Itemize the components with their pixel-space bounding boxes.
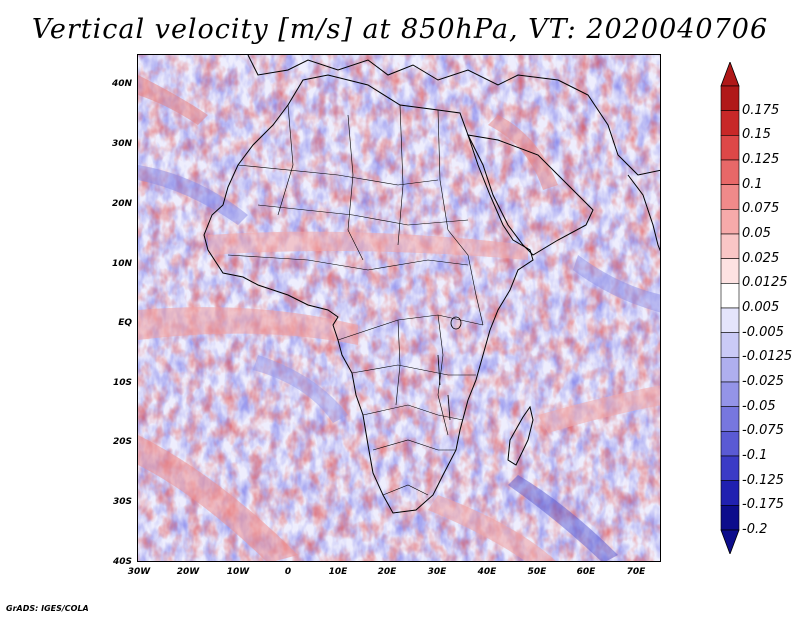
colorbar-level-label: -0.0125 bbox=[742, 349, 793, 365]
colorbar-swatch bbox=[720, 85, 740, 111]
lat-tick-30n: 30N bbox=[111, 139, 132, 149]
colorbar-swatch bbox=[720, 135, 740, 161]
colorbar-swatch bbox=[720, 159, 740, 185]
colorbar-top-arrow bbox=[720, 62, 740, 87]
iran-coastline bbox=[557, 79, 660, 176]
colorbar-swatch bbox=[720, 110, 740, 136]
colorbar-level-label: 0.1 bbox=[742, 176, 763, 192]
lon-tick-30w: 30W bbox=[127, 567, 151, 577]
lat-tick-eq: EQ bbox=[118, 318, 132, 328]
colorbar-swatch bbox=[720, 480, 740, 506]
colorbar-swatch bbox=[720, 505, 740, 531]
lon-tick-0: 0 bbox=[284, 567, 292, 577]
lon-tick-40e: 40E bbox=[477, 567, 497, 577]
colorbar-swatch bbox=[720, 307, 740, 333]
colorbar-level-label: 0.075 bbox=[742, 201, 780, 217]
colorbar-level-label: 0.0125 bbox=[742, 275, 788, 291]
descent-bands bbox=[138, 165, 660, 561]
chart-title: Vertical velocity [m/s] at 850hPa, VT: 2… bbox=[31, 14, 769, 45]
india-coastline bbox=[627, 174, 660, 252]
vertical-velocity-map bbox=[138, 55, 660, 561]
lat-tick-30s: 30S bbox=[112, 497, 132, 507]
colorbar-level-label: -0.05 bbox=[742, 398, 776, 414]
colorbar-bottom-arrow bbox=[720, 529, 740, 554]
europe-coastline bbox=[247, 55, 559, 86]
colorbar-level-label: -0.175 bbox=[742, 497, 784, 513]
lat-tick-40s: 40S bbox=[112, 557, 132, 567]
colorbar-level-label: -0.075 bbox=[742, 423, 784, 439]
colorbar-swatch bbox=[720, 381, 740, 407]
colorbar-level-label: 0.025 bbox=[742, 250, 780, 266]
colorbar-swatch bbox=[720, 406, 740, 432]
lon-tick-30e: 30E bbox=[427, 567, 447, 577]
lon-tick-20e: 20E bbox=[377, 567, 397, 577]
coastlines bbox=[203, 55, 660, 514]
colorbar-level-label: 0.175 bbox=[742, 102, 780, 118]
lat-tick-10s: 10S bbox=[112, 378, 132, 388]
colorbar-swatch bbox=[720, 258, 740, 284]
lat-tick-20s: 20S bbox=[112, 437, 132, 447]
colorbar-swatch bbox=[720, 184, 740, 210]
arabia-coastline bbox=[467, 134, 594, 256]
lon-tick-50e: 50E bbox=[527, 567, 547, 577]
colorbar-level-label: 0.05 bbox=[742, 226, 771, 241]
africa-coastline bbox=[203, 74, 534, 514]
colorbar-swatch bbox=[720, 233, 740, 259]
lakes bbox=[437, 316, 462, 421]
lon-tick-10e: 10E bbox=[328, 567, 348, 577]
colorbar-level-label: 0.15 bbox=[742, 127, 771, 143]
colorbar-level-label: -0.025 bbox=[742, 374, 784, 389]
lon-tick-60e: 60E bbox=[576, 567, 596, 577]
colorbar-level-label: -0.005 bbox=[742, 324, 784, 340]
colorbar-swatch bbox=[720, 431, 740, 457]
colorbar bbox=[720, 62, 740, 554]
colorbar-swatch bbox=[720, 455, 740, 481]
colorbar-swatch bbox=[720, 283, 740, 309]
map-panel bbox=[137, 54, 661, 562]
madagascar-coastline bbox=[507, 405, 534, 466]
lon-tick-70e: 70E bbox=[626, 567, 646, 577]
lon-tick-20w: 20W bbox=[176, 567, 200, 577]
credit-label: GrADS: IGES/COLA bbox=[6, 604, 89, 613]
lat-tick-20n: 20N bbox=[111, 199, 132, 209]
colorbar-swatch bbox=[720, 332, 740, 358]
lat-tick-40n: 40N bbox=[111, 79, 132, 89]
colorbar-level-label: -0.1 bbox=[742, 448, 768, 463]
lon-tick-10w: 10W bbox=[226, 567, 250, 577]
ascent-bands bbox=[138, 75, 660, 561]
colorbar-level-label: -0.125 bbox=[742, 472, 784, 488]
colorbar-level-label: 0.005 bbox=[742, 300, 780, 315]
colorbar-level-label: 0.125 bbox=[742, 152, 780, 167]
lat-tick-10n: 10N bbox=[111, 259, 132, 269]
colorbar-swatch bbox=[720, 209, 740, 235]
colorbar-swatch bbox=[720, 357, 740, 383]
colorbar-level-label: -0.2 bbox=[742, 522, 768, 537]
